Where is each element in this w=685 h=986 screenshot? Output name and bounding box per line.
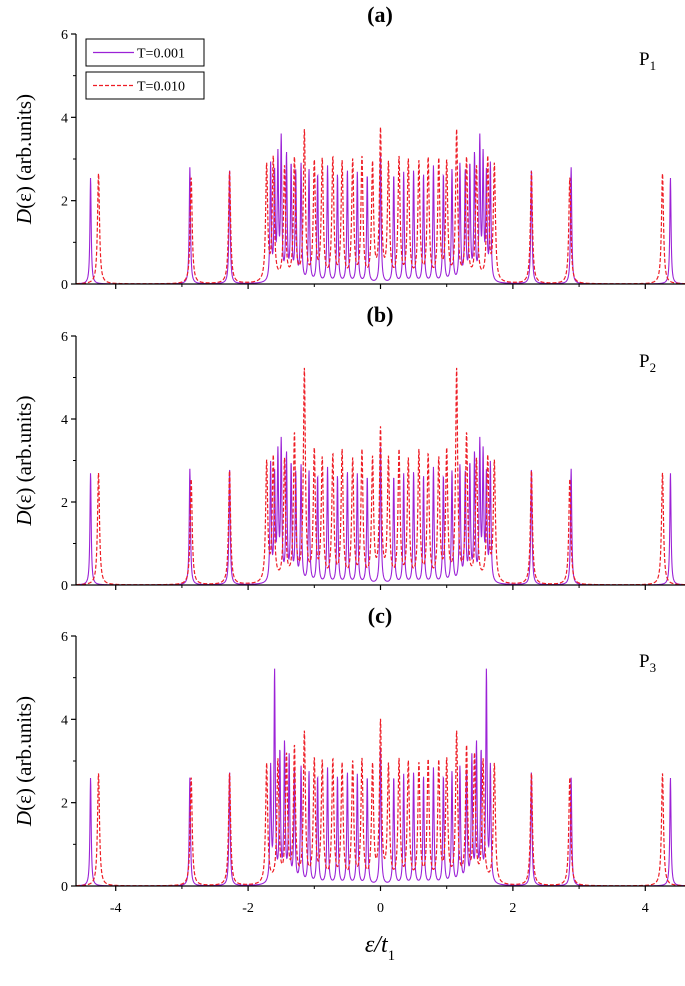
panel-title: (a) xyxy=(367,2,393,27)
series-line-t0010 xyxy=(76,718,685,886)
panel-annotation: P2 xyxy=(639,351,656,375)
y-tick-label: 2 xyxy=(61,195,68,210)
y-tick-label: 4 xyxy=(61,413,68,428)
panel-annotation: P1 xyxy=(639,49,656,73)
panel-title: (c) xyxy=(368,603,392,628)
y-tick-label: 0 xyxy=(61,278,68,293)
y-tick-label: 4 xyxy=(61,713,68,728)
series-line-t0010 xyxy=(76,127,685,284)
panel-title: (b) xyxy=(367,302,394,327)
legend-entry-t0010: T=0.010 xyxy=(85,71,205,100)
y-tick-label: 2 xyxy=(61,797,68,812)
y-tick-label: 6 xyxy=(61,630,68,645)
x-tick-label: -4 xyxy=(110,901,122,916)
x-axis-label: ε/t1 xyxy=(365,932,395,964)
series-line-t0001 xyxy=(76,436,685,585)
plot-area xyxy=(76,668,685,886)
y-tick-label: 2 xyxy=(61,496,68,511)
plot-area xyxy=(76,127,685,284)
series-line-t0001 xyxy=(76,668,685,886)
y-tick-label: 6 xyxy=(61,330,68,345)
x-tick-label: 0 xyxy=(377,901,384,916)
y-tick-label: 4 xyxy=(61,111,68,126)
legend-label: T=0.001 xyxy=(137,47,185,62)
y-tick-label: 6 xyxy=(61,28,68,43)
x-tick-label: 4 xyxy=(642,901,649,916)
y-tick-label: 0 xyxy=(61,579,68,594)
legend-label: T=0.010 xyxy=(137,80,185,95)
x-tick-label: -2 xyxy=(242,901,254,916)
y-tick-label: 0 xyxy=(61,880,68,895)
plot-area xyxy=(76,367,685,585)
x-tick-label: 2 xyxy=(509,901,516,916)
panel-a: 0 2 4 6 (a) P1 D(ε) (arb.units) T=0.001 T=0.010 xyxy=(12,2,685,293)
panel-c: 0 2 4 6 -4 -2 0 2 4 (c) P3 D(ε) (arb.units) xyxy=(12,603,685,916)
legend-entry-t0001: T=0.001 xyxy=(85,38,205,67)
panel-annotation: P3 xyxy=(639,651,656,675)
y-axis-label: D(ε) (arb.units) xyxy=(12,94,36,225)
legend: T=0.001 T=0.010 xyxy=(85,38,205,100)
panel-b: 0 2 4 6 (b) P2 D(ε) (arb.units) xyxy=(12,302,685,594)
y-axis-label: D(ε) (arb.units) xyxy=(12,696,36,827)
y-axis-label: D(ε) (arb.units) xyxy=(12,395,36,526)
series-line-t0010 xyxy=(76,367,685,585)
